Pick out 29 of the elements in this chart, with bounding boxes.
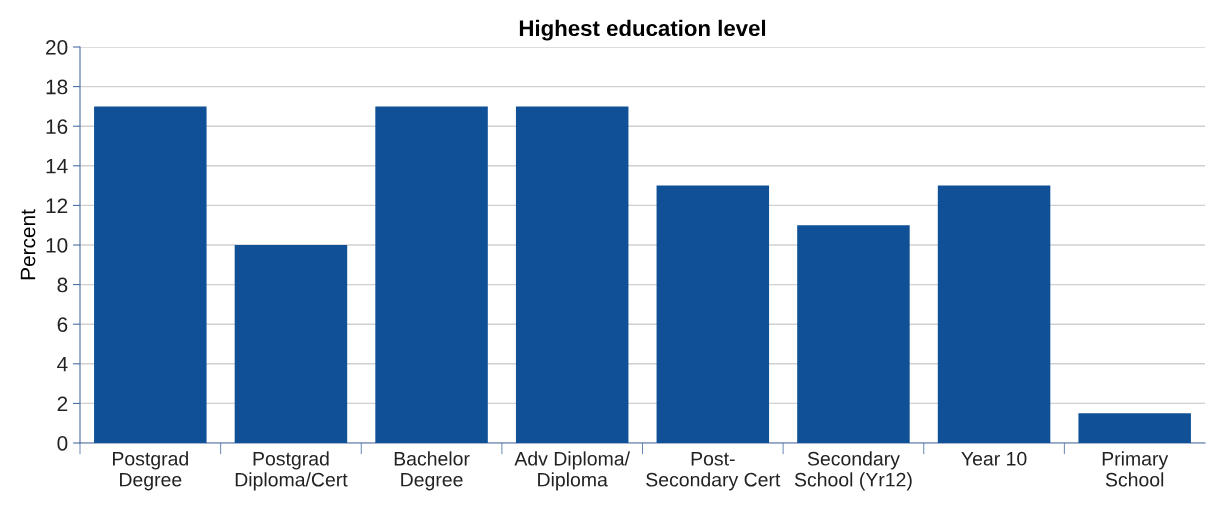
- y-tick-label: 20: [46, 40, 68, 55]
- x-tick-label: Primary School: [1102, 451, 1169, 487]
- y-tick-label: 18: [46, 79, 68, 95]
- chart-title: Highest education level: [519, 19, 766, 41]
- bar: [797, 225, 910, 443]
- x-tick-label: Bachelor Degree: [394, 451, 470, 491]
- y-tick-label: 16: [46, 119, 68, 134]
- y-tick-label: 0: [57, 436, 68, 451]
- bar: [234, 245, 348, 443]
- y-axis-title: Percent: [20, 209, 36, 280]
- y-tick-label: 2: [57, 396, 68, 411]
- y-tick-label: 8: [57, 277, 68, 293]
- bar: [94, 106, 207, 443]
- bar: [375, 106, 488, 443]
- y-tick-label: 4: [57, 357, 68, 372]
- y-tick-label: 12: [46, 198, 68, 213]
- x-tick-label: Post- Secondary Cert: [646, 452, 781, 491]
- y-tick-label: 10: [46, 238, 68, 253]
- x-tick-label: Year 10: [961, 451, 1027, 466]
- y-tick-label: 14: [46, 159, 68, 174]
- bar: [937, 185, 1051, 443]
- bar: [656, 185, 770, 443]
- x-tick-label: Postgrad Degree: [113, 451, 188, 491]
- x-tick-label: Postgrad Diploma/Cert: [235, 451, 348, 491]
- bar: [1078, 413, 1191, 443]
- x-tick-label: Secondary School (Yr12): [794, 451, 912, 491]
- y-tick-label: 6: [57, 317, 68, 332]
- x-tick-label: Adv Diploma/ Diploma: [514, 451, 631, 491]
- bar: [515, 106, 629, 443]
